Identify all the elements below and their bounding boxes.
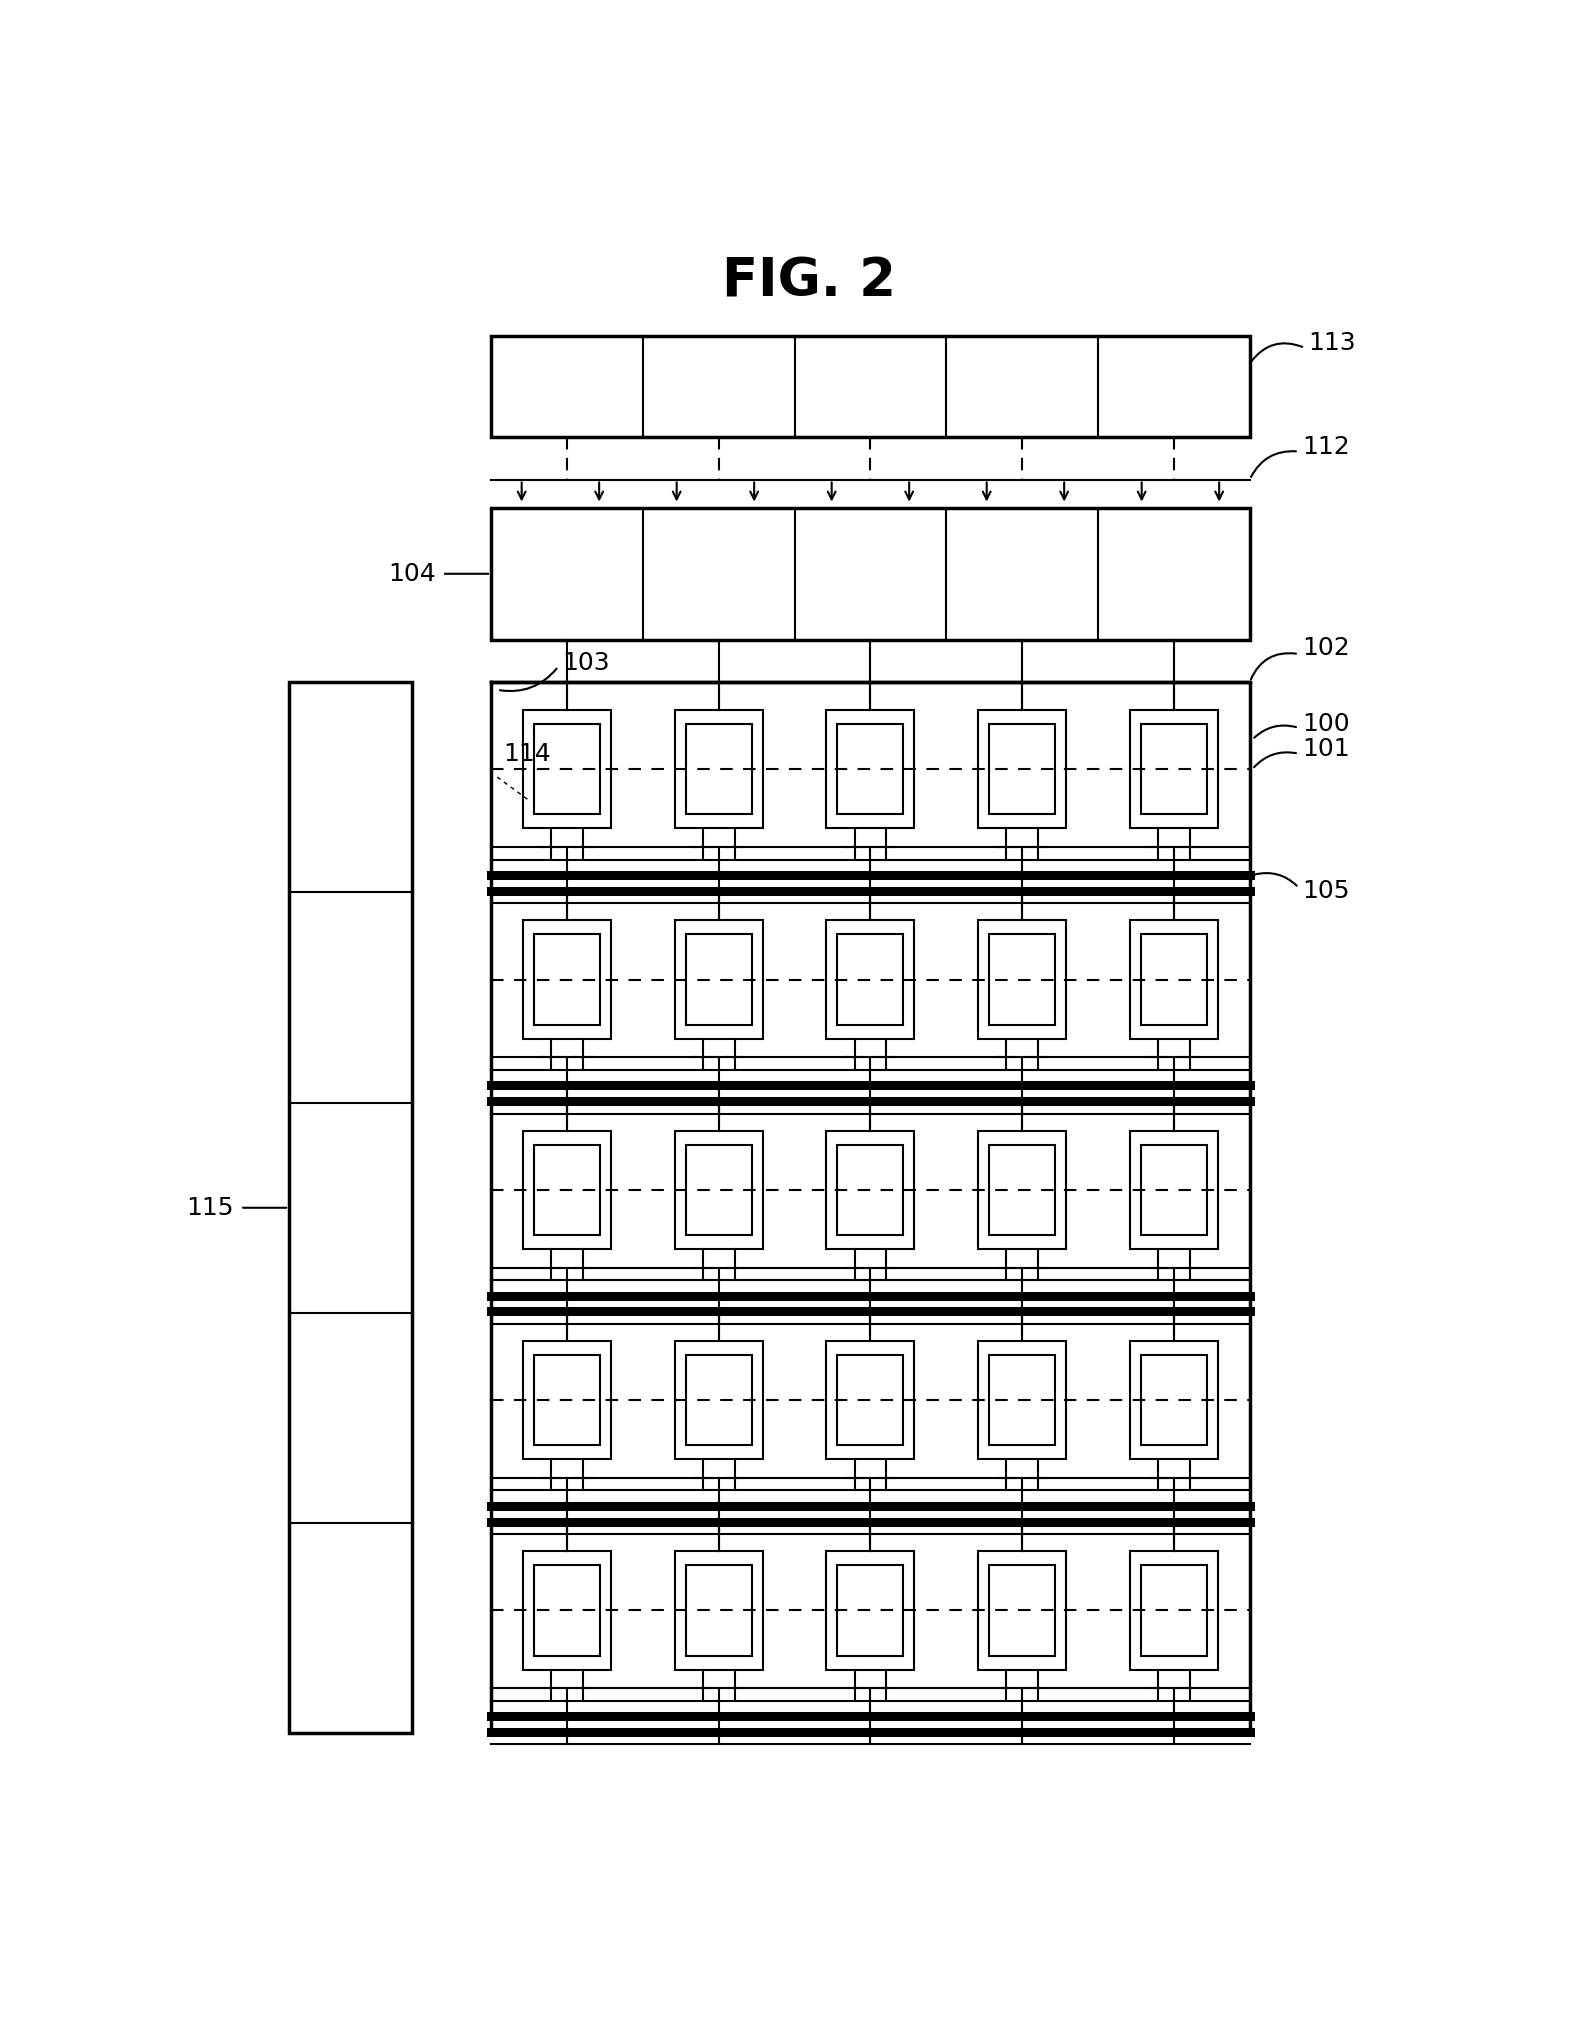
Bar — [523, 710, 611, 829]
Bar — [685, 1566, 752, 1655]
Bar — [1142, 724, 1206, 815]
Bar — [826, 710, 914, 829]
Text: 112: 112 — [1303, 435, 1350, 459]
Bar — [534, 935, 600, 1026]
Bar — [534, 1566, 600, 1655]
Bar — [685, 724, 752, 815]
Bar — [674, 710, 763, 829]
Bar — [1131, 710, 1217, 829]
Bar — [534, 1145, 600, 1234]
Text: 104: 104 — [388, 562, 436, 587]
Text: FIG. 2: FIG. 2 — [722, 255, 897, 307]
Bar — [289, 682, 412, 1734]
Bar — [523, 1341, 611, 1459]
Bar — [674, 1341, 763, 1459]
Bar — [1131, 920, 1217, 1038]
Bar — [977, 920, 1066, 1038]
Bar — [837, 1145, 903, 1234]
Text: 100: 100 — [1303, 712, 1350, 736]
Bar — [826, 1341, 914, 1459]
Text: 102: 102 — [1303, 635, 1350, 659]
Bar — [1142, 1566, 1206, 1655]
Bar — [977, 710, 1066, 829]
Bar — [685, 935, 752, 1026]
Bar — [685, 1355, 752, 1444]
Bar — [685, 1145, 752, 1234]
Bar — [1131, 1131, 1217, 1248]
Bar — [1131, 1341, 1217, 1459]
Bar — [837, 935, 903, 1026]
Bar — [523, 1131, 611, 1248]
Bar — [826, 1552, 914, 1669]
Bar — [988, 1355, 1055, 1444]
Bar — [523, 920, 611, 1038]
Bar — [977, 1131, 1066, 1248]
Bar — [1142, 1145, 1206, 1234]
Bar — [534, 1355, 600, 1444]
Text: 103: 103 — [562, 651, 609, 676]
Bar — [523, 1552, 611, 1669]
Bar — [674, 1131, 763, 1248]
Bar — [491, 508, 1251, 639]
Bar — [837, 1566, 903, 1655]
Bar — [837, 724, 903, 815]
Bar — [988, 724, 1055, 815]
Bar — [988, 1566, 1055, 1655]
Bar — [977, 1552, 1066, 1669]
Bar — [988, 935, 1055, 1026]
Bar — [837, 1355, 903, 1444]
Bar — [491, 336, 1251, 437]
Bar — [1142, 1355, 1206, 1444]
Text: 101: 101 — [1303, 736, 1350, 761]
Bar — [988, 1145, 1055, 1234]
Text: 113: 113 — [1309, 332, 1356, 356]
Text: 105: 105 — [1303, 878, 1350, 902]
Bar — [1131, 1552, 1217, 1669]
Bar — [826, 920, 914, 1038]
Bar — [674, 920, 763, 1038]
Bar — [977, 1341, 1066, 1459]
Bar — [1142, 935, 1206, 1026]
Bar — [534, 724, 600, 815]
Text: 114: 114 — [504, 742, 551, 765]
Bar — [826, 1131, 914, 1248]
Bar — [674, 1552, 763, 1669]
Text: 115: 115 — [186, 1196, 234, 1220]
